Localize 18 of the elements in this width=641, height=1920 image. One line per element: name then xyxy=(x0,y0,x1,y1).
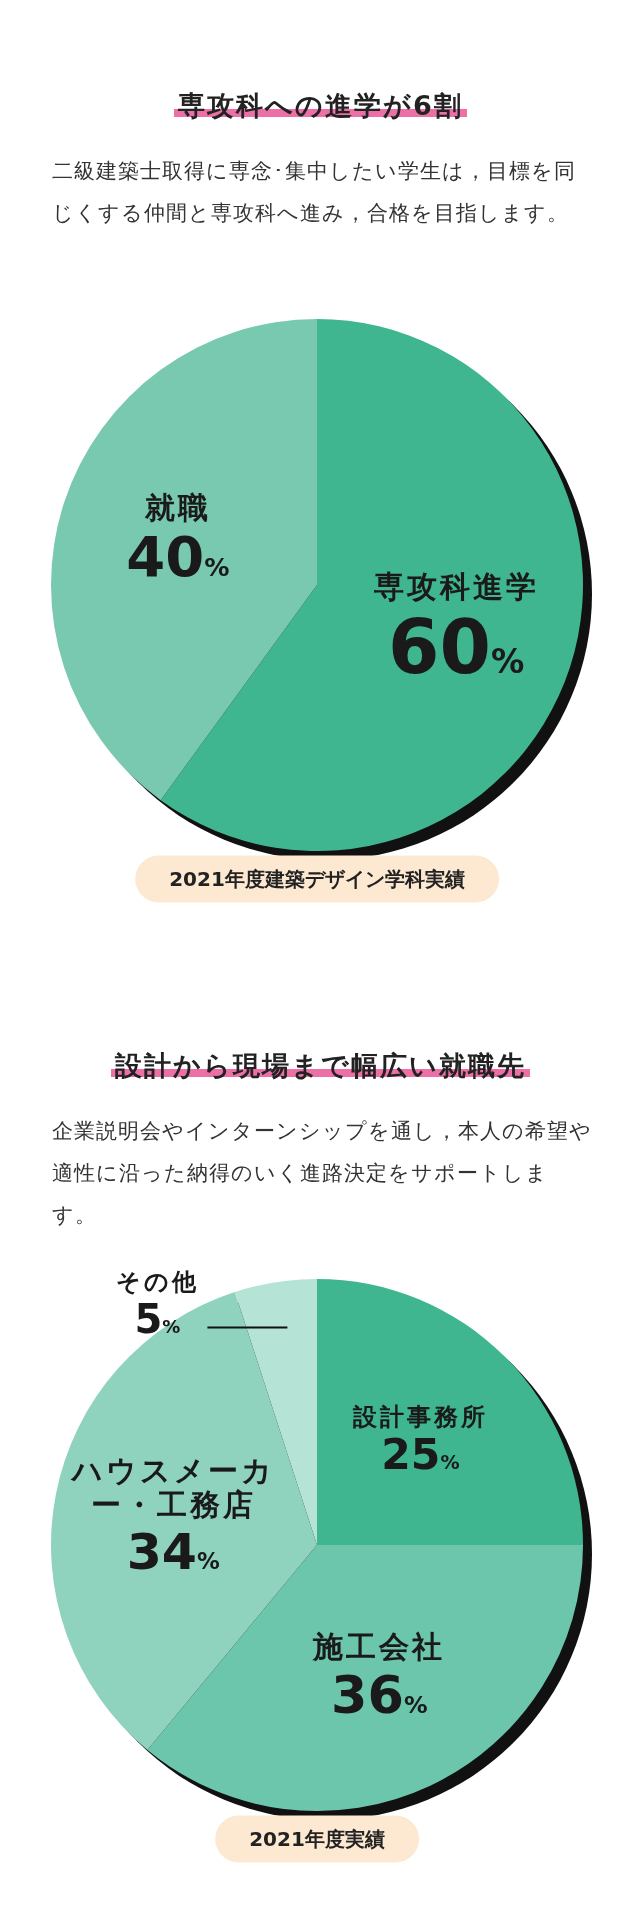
chart-subtitle: 二級建築士取得に専念･集中したい学生は，目標を同じくする仲間と専攻科へ進み，合格を目指します。 xyxy=(52,158,577,227)
data-label: 34% xyxy=(126,1521,220,1581)
data-label: 36% xyxy=(331,1663,428,1725)
pie-slice xyxy=(51,319,317,801)
slice-label: 設計事務所 xyxy=(352,1402,488,1431)
data-label: 40% xyxy=(126,523,230,589)
data-label: 60% xyxy=(387,603,525,690)
data-label: 25% xyxy=(381,1429,460,1479)
slice-label: 施工会社 xyxy=(313,1628,446,1665)
slice-label: その他 xyxy=(115,1267,199,1297)
data-label: 5% xyxy=(134,1296,181,1343)
slice-label: 専攻科進学 xyxy=(373,569,539,605)
chart-subtitle: 企業説明会やインターンシップを通し，本人の希望や適性に沿った納得のいく進路決定をサポートします。 xyxy=(52,1118,592,1229)
text: 2021年度実績 xyxy=(215,1815,419,1863)
pie-slice xyxy=(317,1279,583,1545)
slice-label: ハウスメーカー・工務店 xyxy=(69,1452,276,1523)
text: 2021年度建築デザイン学科実績 xyxy=(135,855,499,903)
slice-label: 就職 xyxy=(143,489,212,525)
